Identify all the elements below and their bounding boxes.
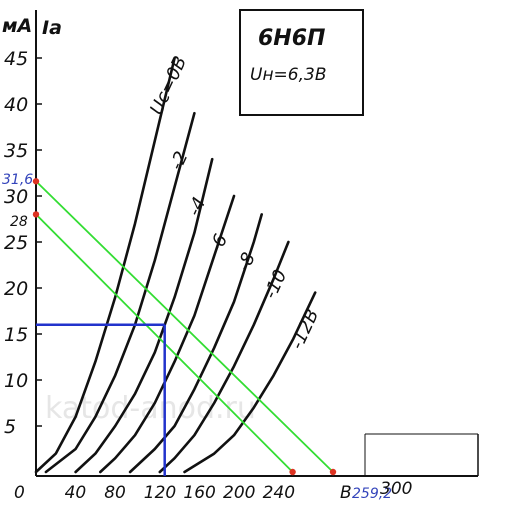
x-tick-label: 160 (183, 483, 215, 503)
y-tick-label: 25 (4, 232, 28, 254)
chart-title: 6Н6П (258, 26, 325, 51)
y-tick-label: 40 (4, 94, 28, 116)
intercept-marker (329, 468, 337, 476)
curve-series (34, 56, 176, 474)
curve-series (158, 240, 290, 474)
markers (32, 178, 337, 476)
curve-series (74, 157, 214, 474)
x-tick-label: 120 (144, 483, 176, 503)
operating-point-lines (36, 323, 166, 476)
intercept-marker (32, 211, 40, 218)
title-box (239, 9, 364, 116)
x-tick-label: 40 (65, 483, 87, 503)
intercept-marker (32, 178, 40, 185)
chart-subtitle: Uн=6,3В (250, 65, 327, 85)
x-tick-label: 240 (263, 483, 295, 503)
y-tick-label: 30 (4, 186, 28, 208)
curve-series (128, 213, 263, 474)
y-axis-label: Iа (42, 17, 62, 39)
load-line (35, 180, 334, 473)
curve-series (44, 111, 196, 474)
annotation-y1: 31,6 (2, 172, 33, 188)
annotation-x2: 300 (380, 479, 412, 499)
y-ticks: 5 10 15 20 25 30 35 40 45 (4, 48, 42, 438)
y-tick-label: 35 (4, 140, 28, 162)
y-tick-label: 20 (4, 278, 28, 300)
x-unit: В (340, 483, 352, 503)
annotation-y2: 28 (10, 214, 28, 230)
y-tick-label: 15 (4, 324, 28, 346)
y-tick-label: 5 (4, 416, 16, 438)
annotation-x1: 259,2 (352, 486, 392, 502)
curves (34, 56, 317, 474)
x-tick-label: 0 (14, 483, 25, 503)
y-tick-label: 45 (4, 48, 28, 70)
y-unit: мА (2, 15, 32, 37)
x-tick-label: 80 (104, 483, 126, 503)
x-ticks: 0 40 80 120 160 200 240 (14, 483, 295, 503)
intercept-marker (289, 468, 296, 476)
y-tick-label: 10 (4, 370, 28, 392)
curve-series (183, 291, 317, 474)
x-tick-label: 200 (223, 483, 255, 503)
